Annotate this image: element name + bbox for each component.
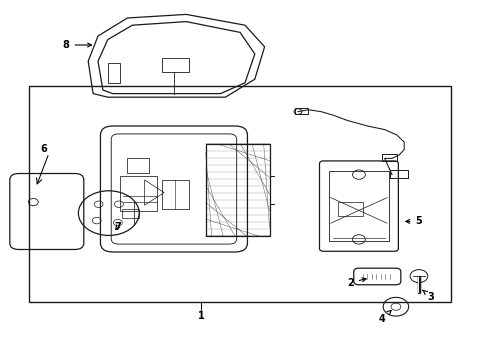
Bar [127, 158, 149, 173]
Text: 5: 5 [406, 216, 422, 226]
Text: 4: 4 [379, 310, 391, 324]
Bar [29, 86, 451, 302]
Bar [122, 209, 139, 218]
Bar [162, 58, 189, 72]
Text: 6: 6 [41, 144, 48, 154]
Bar [390, 170, 408, 178]
Bar [162, 180, 189, 209]
Bar [338, 202, 363, 216]
Text: 7: 7 [114, 222, 121, 232]
Bar [108, 63, 120, 83]
Bar [206, 144, 270, 236]
Text: 3: 3 [423, 290, 435, 302]
Text: 8: 8 [63, 40, 92, 50]
Bar [382, 154, 397, 161]
Text: 1: 1 [197, 311, 204, 321]
Bar [329, 171, 389, 241]
Bar [120, 176, 157, 211]
Bar [295, 108, 308, 114]
Text: 2: 2 [347, 278, 366, 288]
